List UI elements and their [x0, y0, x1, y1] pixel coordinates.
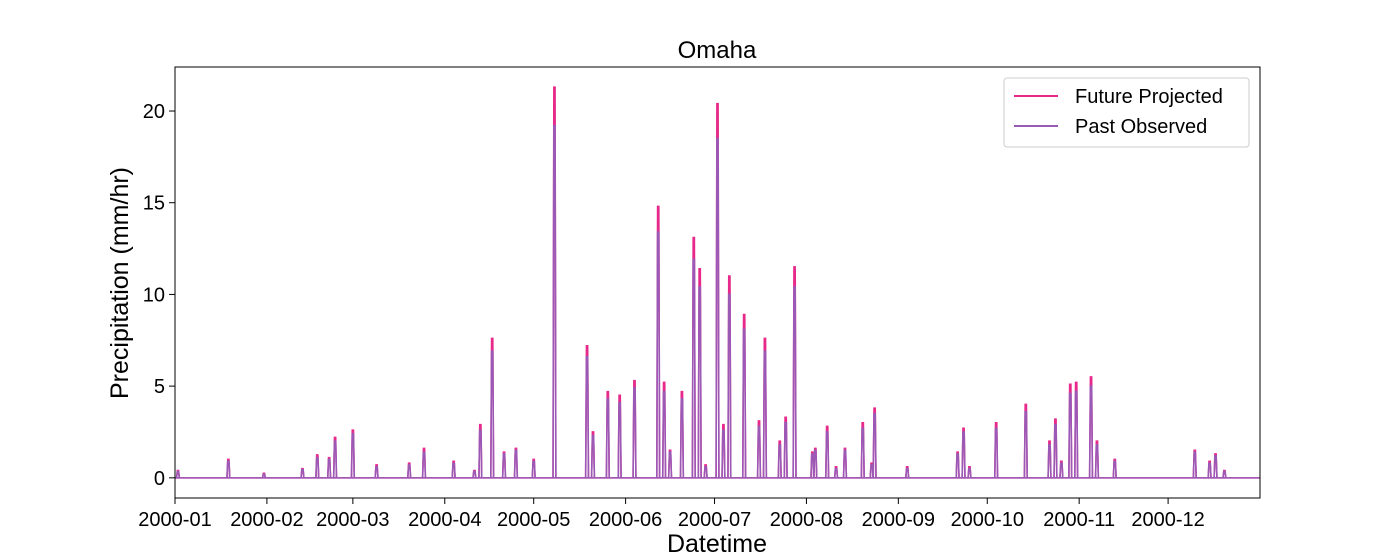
spike-past-observed [860, 427, 865, 478]
x-tick-label: 2000-06 [589, 509, 662, 531]
x-tick-label: 2000-04 [408, 509, 481, 531]
x-tick-label: 2000-09 [862, 509, 935, 531]
spike-past-observed [872, 412, 877, 478]
spike-past-observed [421, 451, 427, 478]
y-tick-label: 20 [143, 101, 165, 123]
spike-past-observed [1112, 460, 1117, 478]
spike-past-observed [472, 470, 477, 478]
spike-past-observed [955, 453, 960, 478]
y-tick-label: 5 [154, 376, 165, 398]
spike-past-observed [617, 401, 622, 478]
spike-past-observed [961, 431, 966, 478]
spike-past-observed [661, 390, 667, 478]
spike-past-observed [721, 429, 726, 478]
spike-past-observed [332, 440, 338, 478]
spike-past-observed [792, 286, 797, 478]
x-tick-label: 2000-05 [497, 509, 570, 531]
spike-past-observed [605, 398, 611, 478]
x-tick-label: 2000-10 [951, 509, 1024, 531]
spike-past-observed [967, 467, 972, 478]
spike-past-observed [1192, 451, 1197, 478]
spike-past-observed [326, 458, 332, 478]
legend-box [1003, 77, 1250, 148]
spike-past-observed [810, 453, 815, 478]
spike-past-observed [632, 387, 637, 478]
spike-past-observed [451, 462, 456, 478]
spike-past-observed [777, 444, 782, 478]
spike-past-observed [501, 453, 507, 478]
spike-past-observed [1053, 423, 1058, 478]
x-tick-label: 2000-08 [770, 509, 843, 531]
spike-past-observed [783, 422, 788, 478]
spike-past-observed [552, 124, 557, 478]
spike-past-observed [667, 451, 673, 478]
plot-frame [174, 66, 1261, 499]
y-tick-label: 10 [143, 284, 165, 306]
legend-label-future-projected: Future Projected [1075, 86, 1223, 108]
y-tick-label: 15 [143, 193, 165, 215]
x-tick-label: 2000-12 [1131, 509, 1204, 531]
spike-past-observed [727, 293, 732, 478]
x-axis: 2000-01 2000-02 2000-03 2000-04 2000-05 2000-… [138, 498, 1205, 531]
spike-past-observed [756, 425, 762, 478]
spike-past-observed [993, 427, 999, 478]
spike-past-observed [584, 355, 590, 478]
spike-past-observed [1094, 444, 1100, 478]
spike-past-observed [478, 429, 483, 478]
spike-past-observed [824, 431, 830, 478]
series-layer [175, 86, 1260, 479]
spike-past-observed [1047, 444, 1052, 478]
spike-past-observed [1088, 385, 1094, 478]
spike-past-observed [1207, 462, 1212, 478]
spike-past-observed [715, 137, 720, 478]
x-tick-label: 2000-03 [316, 509, 389, 531]
spike-past-observed [1068, 392, 1073, 478]
spike-past-observed [531, 460, 536, 478]
spike-past-observed [175, 470, 181, 478]
spike-past-observed [741, 328, 747, 478]
spike-past-observed [656, 231, 661, 478]
spike-past-observed [489, 350, 495, 478]
spike-past-observed [1059, 462, 1064, 478]
x-tick-label: 2000-02 [230, 509, 303, 531]
legend: Future Projected Past Observed [1003, 77, 1250, 148]
spike-past-observed [833, 467, 839, 478]
legend-label-past-observed: Past Observed [1075, 116, 1207, 138]
spike-past-observed [762, 350, 768, 478]
spike-past-observed [905, 467, 910, 478]
x-tick-label: 2000-07 [678, 509, 751, 531]
spike-past-observed [679, 398, 685, 478]
spike-past-observed [315, 456, 320, 478]
y-axis: 0 5 10 15 20 [143, 101, 175, 490]
spike-past-observed [406, 464, 412, 478]
spike-past-observed [374, 466, 379, 478]
spike-past-observed [1222, 470, 1227, 478]
spike-past-observed [513, 449, 519, 478]
spike-past-observed [226, 460, 231, 478]
spike-past-observed [261, 473, 267, 478]
spike-past-observed [842, 449, 848, 478]
spike-past-observed [691, 258, 696, 478]
spike-past-observed [813, 449, 818, 478]
spike-past-observed [1213, 455, 1218, 478]
spike-past-observed [590, 434, 596, 478]
spike-past-observed [703, 466, 708, 478]
x-tick-label: 2000-01 [138, 509, 211, 531]
y-tick-label: 0 [154, 468, 165, 490]
spike-past-observed [697, 286, 702, 478]
spike-past-observed [1023, 411, 1029, 478]
chart-title: Omaha [678, 37, 757, 64]
spike-past-observed [350, 433, 356, 478]
x-axis-title: Datetime [667, 530, 767, 558]
y-axis-title: Precipitation (mm/hr) [106, 167, 134, 399]
spike-past-observed [1074, 390, 1079, 478]
x-tick-label: 2000-11 [1043, 509, 1115, 531]
spike-past-observed [300, 468, 305, 478]
